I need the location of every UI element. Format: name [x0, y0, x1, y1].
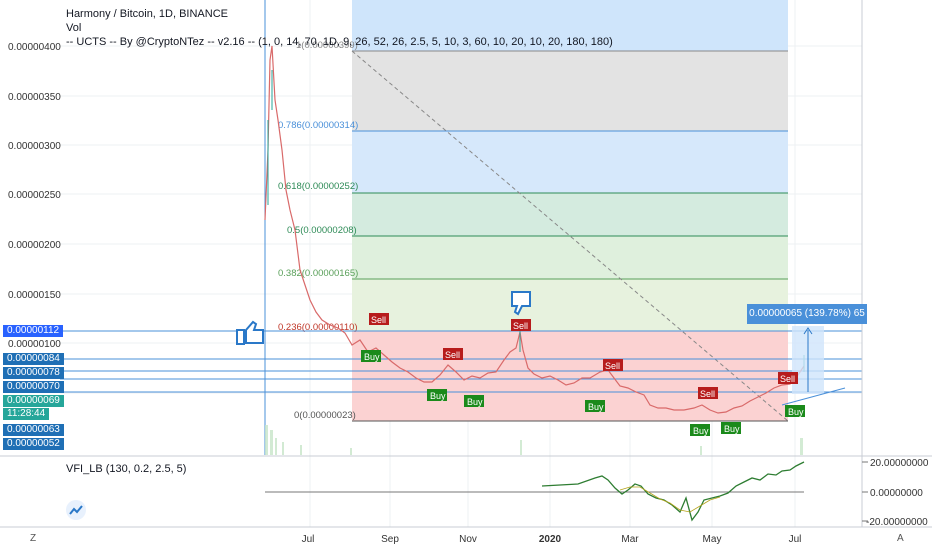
price-axis-tick: 0.00000150 — [8, 290, 61, 301]
sell-label: Sell — [605, 361, 620, 371]
time-axis-tick: 2020 — [539, 534, 562, 545]
vfi-axis-tick: -20.00000000 — [866, 517, 928, 528]
time-axis-tick: Nov — [459, 534, 477, 545]
countdown-tag: 11:28:44 — [3, 408, 50, 420]
fib-label-0: 0(0.00000023) — [294, 410, 356, 421]
price-tag: 0.00000070 — [3, 381, 64, 393]
price-axis-tick: 0.00000250 — [8, 190, 61, 201]
vfi-line — [541, 461, 805, 522]
fib-label-0382: 0.382(0.00000165) — [278, 268, 358, 279]
buy-label: Buy — [693, 426, 709, 436]
vfi-legend[interactable]: VFI_LB (130, 0.2, 2.5, 5) — [66, 463, 187, 475]
sell-label: Sell — [780, 374, 795, 384]
buy-label: Buy — [467, 397, 483, 407]
thumbs-up-icon — [236, 320, 264, 345]
fib-label-1: 1(0.00000399) — [296, 40, 358, 51]
volume-bars — [265, 425, 803, 455]
measure-label: 0.00000065 (139.78%) 65 — [747, 304, 867, 324]
sell-label: Sell — [700, 389, 715, 399]
indicator-legend[interactable]: -- UCTS -- By @CryptoNTez -- v2.16 -- (1… — [66, 36, 613, 48]
reset-zoom-button[interactable]: Z — [30, 533, 37, 544]
price-tag: 0.00000052 — [3, 438, 64, 450]
price-axis-tick: 0.00000200 — [8, 240, 61, 251]
buy-label: Buy — [724, 424, 740, 434]
price-axis-tick: 0.00000400 — [8, 42, 61, 53]
vfi-axis-tick: 20.00000000 — [870, 458, 929, 469]
time-axis-tick: Jul — [302, 534, 315, 545]
sell-signals: Sell Sell Sell Sell Sell Sell — [369, 313, 798, 399]
price-axis-tick: 0.00000300 — [8, 141, 61, 152]
volume-legend[interactable]: Vol — [66, 22, 82, 34]
time-axis-tick: May — [703, 534, 722, 545]
buy-signals: Buy Buy Buy Buy Buy Buy Buy — [361, 350, 805, 436]
price-tag: 0.00000112 — [3, 325, 64, 337]
sell-label: Sell — [371, 315, 386, 325]
price-axis-tick: 0.00000350 — [8, 92, 61, 103]
fib-label-05: 0.5(0.00000208) — [287, 225, 357, 236]
fib-retracement[interactable] — [351, 0, 789, 422]
chart-title[interactable]: Harmony / Bitcoin, 1D, BINANCE — [66, 8, 228, 20]
fib-label-0618: 0.618(0.00000252) — [278, 181, 358, 192]
buy-label: Buy — [588, 402, 604, 412]
price-tag: 0.00000084 — [3, 353, 64, 365]
price-axis-tick: 0.00000100 — [8, 339, 61, 350]
auto-scale-button[interactable]: A — [897, 533, 904, 544]
thumbs-down-icon — [511, 291, 531, 316]
current-price-tag: 0.00000069 — [3, 395, 64, 407]
fib-label-0786: 0.786(0.00000314) — [278, 120, 358, 131]
price-tag: 0.00000063 — [3, 424, 64, 436]
fib-label-0236: 0.236(0.00000110) — [278, 322, 358, 333]
price-series — [264, 45, 805, 414]
tradingview-logo-icon[interactable] — [66, 500, 86, 520]
time-axis-tick: Mar — [621, 534, 639, 545]
buy-label: Buy — [430, 391, 446, 401]
vfi-axis-tick: 0.00000000 — [870, 488, 923, 499]
sell-label: Sell — [445, 350, 460, 360]
time-axis-tick: Jul — [789, 534, 802, 545]
price-tag: 0.00000078 — [3, 367, 64, 379]
buy-label: Buy — [364, 352, 380, 362]
buy-label: Buy — [788, 407, 804, 417]
sell-label: Sell — [513, 321, 528, 331]
time-axis-tick: Sep — [381, 534, 399, 545]
